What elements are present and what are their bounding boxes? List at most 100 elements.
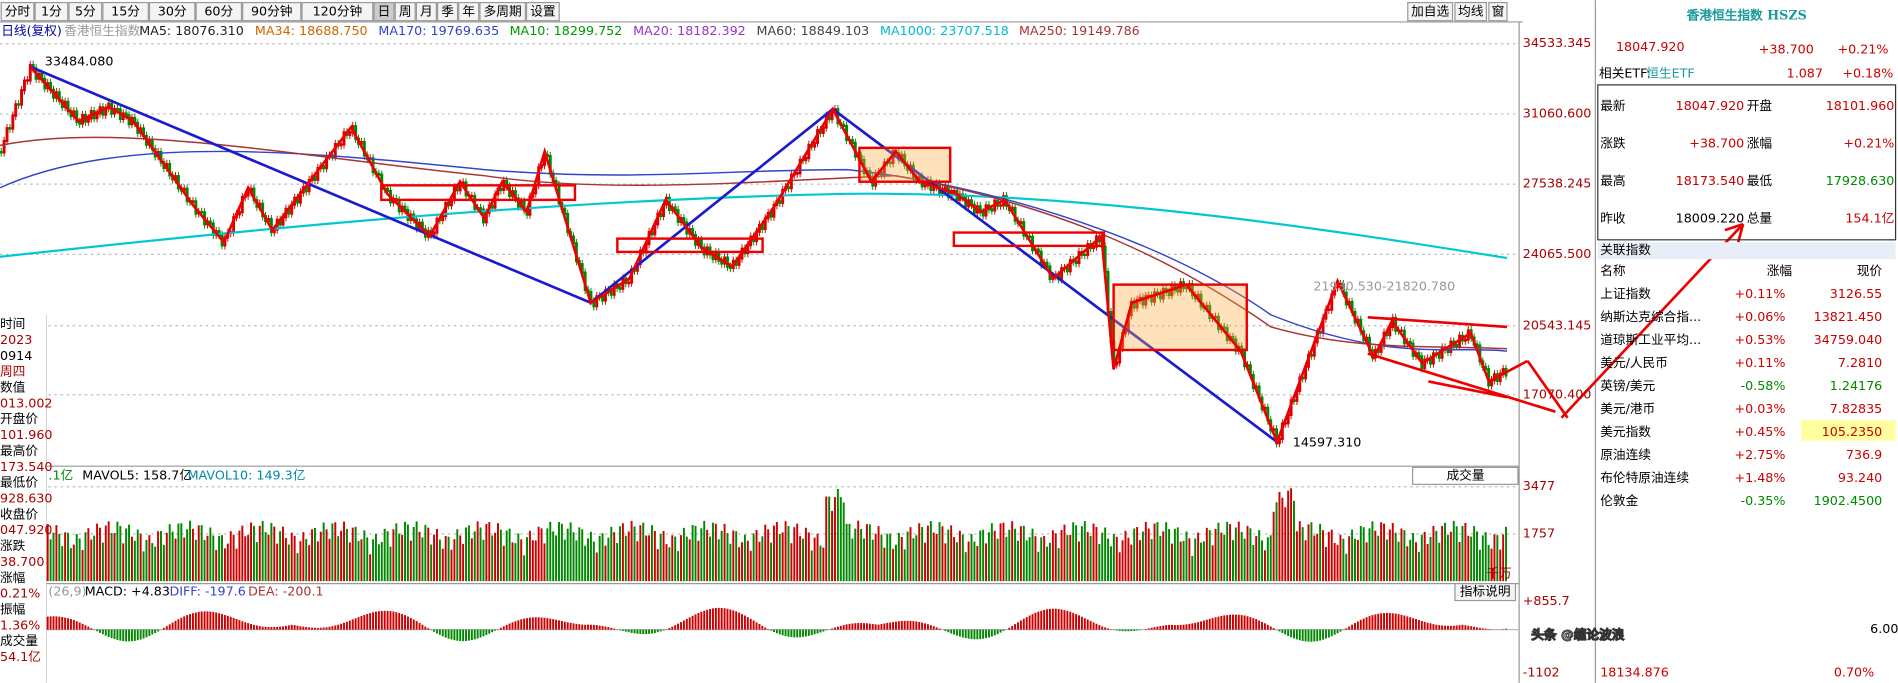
highlight <box>1801 420 1896 441</box>
quote-value: 17928.630 <box>1826 173 1895 188</box>
related-head: 现价 <box>1857 263 1883 278</box>
period-label: 30分 <box>158 4 187 19</box>
period-button[interactable] <box>34 1 69 22</box>
info-item: 周四 <box>0 364 25 379</box>
period-button[interactable] <box>415 1 437 22</box>
period-button[interactable] <box>394 1 416 22</box>
macd-bars <box>0 607 1508 642</box>
related-name: 上证指数 <box>1600 286 1651 301</box>
info-item: 最高价 <box>0 443 38 458</box>
related-price: 34759.040 <box>1814 332 1883 347</box>
period-label: 90分钟 <box>251 4 293 19</box>
macd-help[interactable] <box>1454 582 1517 602</box>
period-label: 日 <box>378 4 391 19</box>
related-pct: +0.11% <box>1734 286 1785 301</box>
dea-value: DEA: -200.1 <box>248 584 323 599</box>
period-button[interactable] <box>195 1 243 22</box>
related-price: 13821.450 <box>1814 309 1883 324</box>
quote-value: +0.21% <box>1843 136 1894 151</box>
macd-value: MACD: +4.83 <box>85 584 170 599</box>
related-head: 涨幅 <box>1767 263 1793 278</box>
high-label: 33484.080 <box>45 53 114 68</box>
period-button[interactable] <box>525 1 560 22</box>
range-label: 21930.530-21820.780 <box>1313 279 1455 294</box>
ma-value: MA20: 18182.392 <box>633 23 746 38</box>
quote-label: 最高 <box>1600 173 1625 188</box>
info-item: 涨跌 <box>0 538 26 553</box>
related-name: 英镑/美元 <box>1600 378 1655 393</box>
quote-label: 涨跌 <box>1600 136 1626 151</box>
related-head: 名称 <box>1600 263 1626 278</box>
info-panel <box>0 314 46 683</box>
period-label: 15分 <box>111 4 140 19</box>
etf-pct: +0.18% <box>1842 65 1893 80</box>
quote-value: +38.700 <box>1689 136 1744 151</box>
period-button[interactable] <box>436 1 459 22</box>
related-pct: +2.75% <box>1734 447 1785 462</box>
tool-label: 均线 <box>1458 4 1484 19</box>
macd-params: (26,9) <box>48 584 86 599</box>
macd-tick: +855.7 <box>1523 593 1570 608</box>
grid <box>0 43 1520 631</box>
period-button[interactable] <box>68 1 103 22</box>
info-item: 收盘价 <box>0 506 38 521</box>
period-label: 设置 <box>530 4 555 19</box>
mavol5: MAVOL5: 158.7亿 <box>82 467 192 482</box>
period: 日线(复权) <box>1 23 62 38</box>
price-tick: 20543.145 <box>1523 317 1592 332</box>
period-button[interactable] <box>458 1 480 22</box>
period-label: 120分钟 <box>313 4 363 19</box>
related-price: 105.2350 <box>1822 424 1883 439</box>
related-name: 美元/人民币 <box>1600 355 1668 370</box>
period-button[interactable] <box>479 1 526 22</box>
period-label: 60分 <box>204 4 233 19</box>
macd-tick: -1102 <box>1523 665 1560 680</box>
tool-button[interactable] <box>1488 1 1508 22</box>
quote-label: 涨幅 <box>1747 136 1773 151</box>
volume-bars <box>0 488 1508 582</box>
info-item: 开盘价 <box>0 411 38 426</box>
etf-label: 相关ETF: <box>1599 65 1651 80</box>
period-label: 5分 <box>75 4 96 19</box>
tool-label: 加自选 <box>1411 4 1449 19</box>
quote-value: 154.1亿 <box>1845 211 1894 226</box>
quote-pct: +0.21% <box>1837 41 1888 56</box>
period-button[interactable] <box>242 1 302 22</box>
related-pct: +0.53% <box>1734 332 1785 347</box>
down-volume <box>0 489 1508 582</box>
related-name: 道琼斯工业平均... <box>1600 332 1701 347</box>
volume-tick: 3477 <box>1523 478 1555 493</box>
period-label: 月 <box>420 4 433 19</box>
tool-button[interactable] <box>1407 1 1454 22</box>
tool-button[interactable] <box>1454 1 1488 22</box>
quote-value: 18173.540 <box>1676 173 1745 188</box>
related-pct: -0.35% <box>1741 493 1786 508</box>
quote-label: 总量 <box>1747 211 1773 226</box>
period-button[interactable] <box>301 1 374 22</box>
quote-value: 18101.960 <box>1826 98 1895 113</box>
related-name: 伦敦金 <box>1600 493 1638 508</box>
related-name: 美元指数 <box>1600 424 1651 439</box>
index-name: 香港恒生指数 <box>64 23 140 38</box>
up-volume <box>3 488 1505 582</box>
related-price: 3126.55 <box>1830 286 1882 301</box>
footer-right: 6.00 <box>1870 621 1898 636</box>
quote-title: 香港恒生指数 HSZS <box>1687 7 1807 22</box>
info-item: 173.540 <box>0 459 52 474</box>
volume-selector[interactable] <box>1412 466 1519 485</box>
period-button[interactable] <box>102 1 149 22</box>
tool-label: 窗 <box>1492 4 1505 19</box>
period-button[interactable] <box>373 1 395 22</box>
info-item: 数值 <box>0 379 26 394</box>
moving-averages <box>0 136 1508 352</box>
period-button[interactable] <box>0 1 35 22</box>
etf-price: 1.087 <box>1787 65 1823 80</box>
period-label: 周 <box>399 4 412 19</box>
footer-value: 18134.876 <box>1600 665 1669 680</box>
price-tick: 27538.245 <box>1523 176 1592 191</box>
volume-prefix: .1亿 <box>48 467 73 482</box>
period-label: 年 <box>462 4 475 19</box>
period-button[interactable] <box>148 1 196 22</box>
macd-down <box>93 629 1345 642</box>
